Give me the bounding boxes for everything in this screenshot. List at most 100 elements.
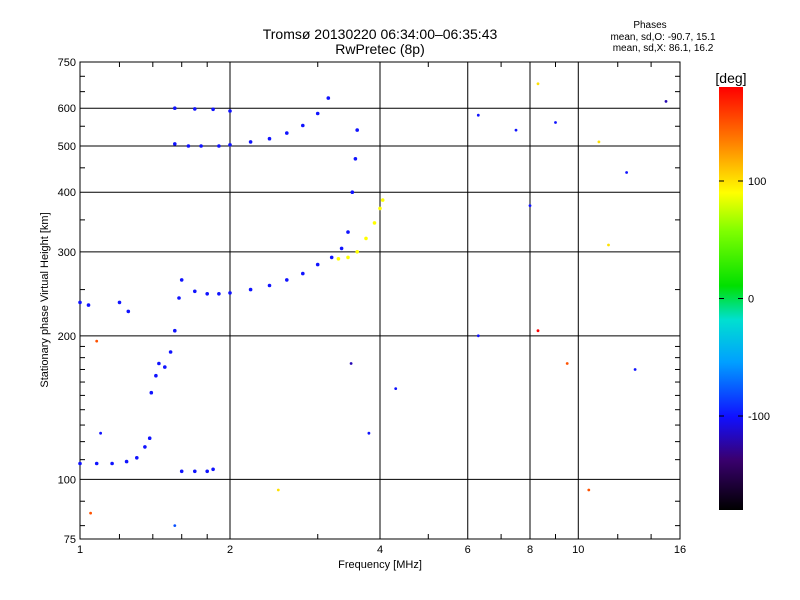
noise-point (95, 339, 99, 343)
echo-point-x (336, 257, 341, 261)
colorbar-unit: [deg] (715, 70, 746, 86)
noise-point (476, 113, 480, 117)
y-tick-label: 500 (58, 141, 76, 153)
colorbar-tick-label: 100 (748, 176, 766, 188)
echo-point-x (346, 255, 350, 260)
noise-point (565, 362, 569, 365)
echo-point-e (86, 303, 91, 307)
x-tick-label: 16 (674, 544, 686, 556)
x-tick-label: 10 (572, 544, 584, 556)
chart-subtitle: RwPretec (8p) (335, 41, 425, 57)
noise-point (528, 204, 532, 208)
echo-point-o (143, 445, 147, 449)
echo-point-o2 (301, 123, 305, 128)
echo-point-o (329, 255, 334, 260)
echo-point-o (350, 190, 355, 194)
echo-point-o (110, 461, 114, 466)
noise-point (276, 488, 280, 492)
echo-point-o (228, 291, 232, 295)
y-tick-label: 600 (58, 103, 76, 115)
noise-point (367, 431, 371, 435)
echo-point-e (126, 309, 131, 314)
x-tick-label: 8 (527, 544, 533, 556)
echo-point-o (346, 230, 350, 234)
echo-point-o3 (193, 107, 197, 111)
noise-point (89, 511, 92, 515)
colorbar-tick-label: 0 (748, 294, 754, 306)
y-tick-label: 75 (64, 534, 76, 546)
noise-point (476, 334, 480, 338)
echo-point-o (135, 456, 139, 460)
noise-point (625, 171, 628, 174)
noise-point (514, 128, 518, 132)
echo-point-o2 (186, 144, 191, 148)
echo-point-o (163, 365, 167, 369)
noise-point (597, 140, 601, 144)
phase-stats-title: Phases (633, 20, 667, 31)
echo-point-o (217, 292, 221, 296)
colorbar-tick-label: -100 (748, 411, 770, 423)
echo-point-x (372, 221, 377, 225)
echo-point-x (364, 236, 368, 241)
echo-point-es (211, 467, 215, 472)
echo-point-o (355, 128, 360, 132)
echo-point-o (78, 461, 82, 466)
noise-point (607, 243, 610, 247)
echo-point-o2 (173, 142, 177, 146)
echo-point-o (285, 278, 289, 282)
echo-point-o2 (228, 143, 232, 147)
echo-point-o (147, 436, 152, 441)
x-tick-label: 1 (77, 544, 83, 556)
y-tick-label: 200 (58, 331, 76, 343)
chart-title: Tromsø 20130220 06:34:00–06:35:43 (262, 26, 498, 42)
noise-point (554, 121, 557, 124)
x-tick-label: 6 (465, 544, 471, 556)
y-tick-label: 100 (58, 474, 76, 486)
echo-point-o (267, 283, 272, 288)
noise-point (664, 100, 668, 103)
echo-point-es (179, 469, 184, 474)
echo-point-x (380, 198, 385, 202)
echo-point-o2 (248, 140, 253, 144)
echo-point-es (193, 469, 197, 474)
noise-point (394, 387, 398, 390)
echo-point-o (157, 361, 161, 366)
echo-point-x (355, 250, 360, 254)
echo-point-o (339, 246, 344, 251)
echo-point-e (117, 300, 122, 305)
echo-point-o (193, 289, 197, 294)
echo-point-x (378, 206, 382, 211)
echo-point-o3 (211, 107, 215, 112)
x-tick-label: 4 (377, 544, 383, 556)
echo-point-o (173, 328, 177, 333)
phase-stats-x: mean, sd,X: 86.1, 16.2 (612, 43, 714, 54)
y-axis-label: Stationary phase Virtual Height [km] (39, 212, 51, 387)
x-tick-label: 2 (227, 544, 233, 556)
phase-stats-o: mean, sd,O: -90.7, 15.1 (610, 32, 716, 43)
echo-point-o (248, 287, 253, 292)
echo-point-o2 (267, 136, 272, 141)
echo-point-o2 (315, 111, 320, 116)
echo-point-o (154, 373, 158, 378)
echo-point-e (78, 300, 82, 305)
noise-point (536, 82, 540, 86)
y-tick-label: 750 (58, 57, 76, 69)
echo-point-o2 (285, 131, 289, 135)
echo-point-o (301, 271, 305, 276)
echo-point-o (353, 157, 358, 161)
x-axis-label: Frequency [MHz] (338, 559, 422, 571)
noise-point (587, 488, 591, 492)
echo-point-o (205, 292, 209, 296)
echo-point-o2 (199, 144, 203, 148)
echo-point-o3 (173, 106, 177, 110)
echo-point-o (149, 390, 154, 395)
echo-point-o3 (228, 109, 232, 113)
echo-point-o (124, 459, 129, 464)
echo-point-o (315, 262, 320, 267)
y-tick-label: 300 (58, 247, 76, 259)
noise-point (349, 362, 353, 365)
noise-point (536, 329, 540, 333)
echo-point-o2 (326, 96, 331, 100)
noise-point (633, 368, 637, 371)
